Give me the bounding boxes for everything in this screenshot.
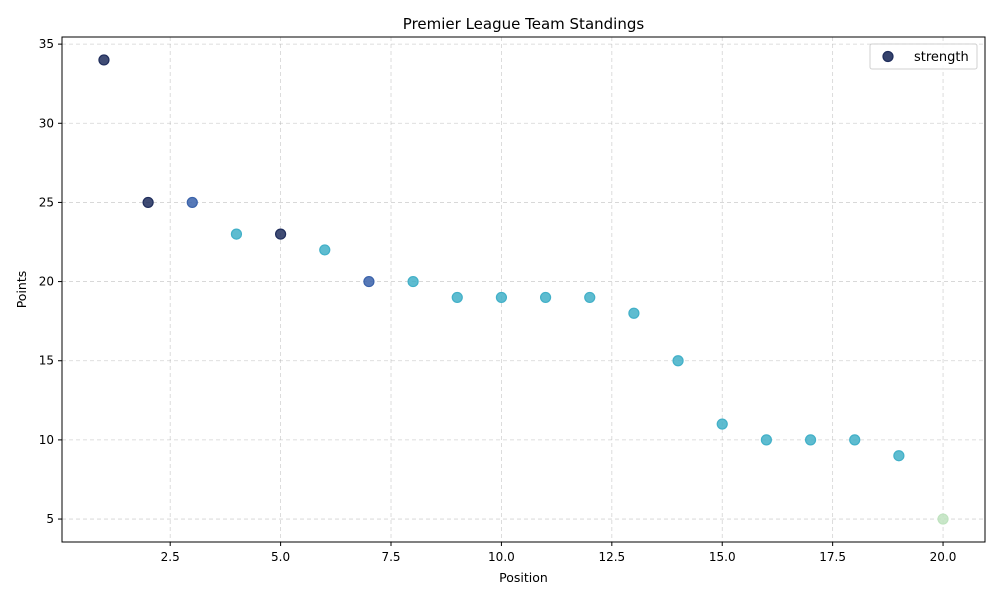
data-point (539, 291, 552, 304)
y-tick-label: 10 (39, 433, 54, 447)
y-tick-label: 35 (39, 37, 54, 51)
x-tick-label: 20.0 (930, 550, 957, 564)
x-tick-label: 15.0 (709, 550, 736, 564)
data-point (804, 434, 817, 446)
y-tick-label: 5 (46, 512, 54, 526)
data-point (628, 307, 640, 319)
data-point (584, 291, 596, 304)
legend-frame (869, 43, 978, 70)
x-axis-label: Position (499, 570, 548, 585)
x-tick-label: 12.5 (598, 550, 625, 564)
data-point (186, 196, 198, 209)
axis-ticks: 2.5 5.0 7.5 10.0 12.5 15.0 17.5 20.0 5 10 15 20 25 30… (39, 37, 957, 564)
x-tick-label: 5.0 (271, 550, 290, 564)
data-point (451, 291, 463, 304)
legend-label: strength (914, 50, 969, 65)
data-point (319, 244, 331, 256)
legend-marker (882, 50, 894, 63)
data-point (937, 513, 949, 525)
y-axis-label: Points (14, 271, 29, 309)
legend: strength (869, 43, 978, 70)
data-point (98, 54, 110, 66)
x-tick-label: 10.0 (488, 550, 515, 564)
data-point (142, 196, 154, 209)
data-point (495, 291, 508, 304)
x-tick-label: 17.5 (819, 550, 846, 564)
x-tick-label: 2.5 (161, 550, 180, 564)
plot-frame (61, 36, 986, 543)
x-tick-label: 7.5 (381, 550, 400, 564)
data-point (849, 434, 861, 446)
chart-title: Premier League Team Standings (403, 15, 645, 33)
data-point (760, 434, 772, 446)
data-point (275, 228, 287, 240)
y-tick-label: 15 (39, 354, 54, 368)
grid-lines (62, 37, 985, 542)
data-point (672, 355, 684, 367)
data-point (407, 275, 419, 288)
data-point (893, 450, 905, 462)
y-tick-label: 25 (39, 195, 54, 209)
y-tick-label: 30 (39, 116, 54, 130)
data-point (716, 418, 728, 430)
data-points (98, 54, 949, 525)
y-tick-label: 20 (39, 275, 54, 289)
data-point (363, 275, 375, 288)
data-point (230, 228, 243, 240)
